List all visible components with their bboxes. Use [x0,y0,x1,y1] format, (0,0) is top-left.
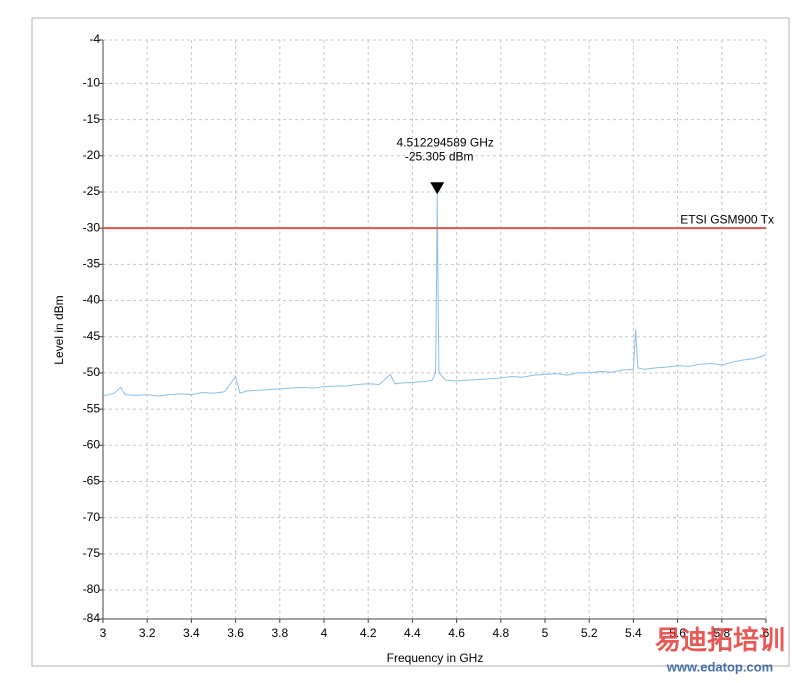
y-tick-label: -40 [83,293,101,307]
x-tick-label: 4.4 [404,626,421,640]
x-tick-label: 5.4 [625,626,642,640]
y-axis-label: Level in dBm [52,295,66,364]
marker-level: -25.305 dBm [405,149,474,163]
x-tick-label: 5.2 [581,626,598,640]
frame [31,17,790,667]
x-tick-label: 3.8 [271,626,288,640]
y-tick-label: -30 [83,220,101,234]
x-tick-label: 5.6 [669,626,686,640]
x-tick-label: 4.6 [448,626,465,640]
y-tick-label: -70 [83,510,101,524]
x-axis-label: Frequency in GHz [387,651,484,665]
x-tick-label: 5.8 [713,626,730,640]
y-tick-label: -10 [83,76,101,90]
watermark-url: www.edatop.com [666,659,773,674]
y-tick-label: -80 [83,582,101,596]
y-tick-label: -50 [83,365,101,379]
y-tick-label: -20 [83,148,101,162]
y-tick-label: -35 [83,257,101,271]
limit-label: ETSI GSM900 Tx [680,212,774,226]
y-tick-label: -60 [83,437,101,451]
y-tick-label: -45 [83,329,101,343]
x-tick-label: 6 [763,626,770,640]
y-tick-label: -84 [83,611,101,625]
x-tick-label: 5 [542,626,549,640]
x-tick-label: 3.2 [139,626,156,640]
y-tick-label: -65 [83,474,101,488]
y-tick-label: -55 [83,401,101,415]
watermark: 易迪拓培训 [655,625,785,655]
y-tick-label: -25 [83,184,101,198]
x-tick-label: 3.4 [183,626,200,640]
x-tick-label: 4.2 [360,626,377,640]
x-tick-label: 3.6 [227,626,244,640]
y-tick-label: -15 [83,112,101,126]
x-tick-label: 4 [321,626,328,640]
x-tick-label: 4.8 [492,626,509,640]
marker [430,182,445,195]
y-tick-label: -75 [83,546,101,560]
x-tick-label: 3 [100,626,107,640]
trace [102,194,767,397]
y-tick-label: -4 [89,32,100,46]
marker-freq: 4.512294589 GHz [397,135,494,149]
